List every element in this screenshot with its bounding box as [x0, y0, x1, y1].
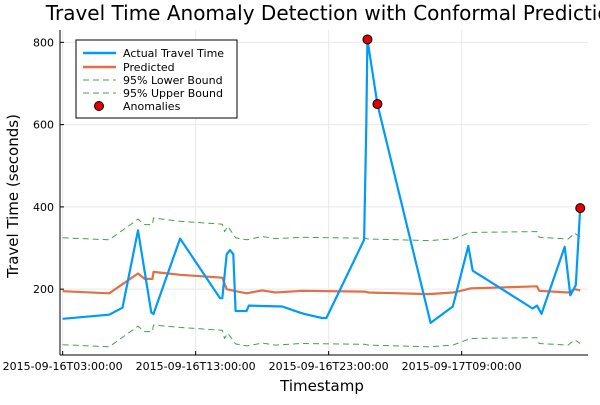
x-axis-label: Timestamp [279, 377, 364, 395]
legend-label-actual: Actual Travel Time [123, 47, 224, 60]
anomaly-point [372, 99, 383, 110]
anomaly-point [362, 34, 373, 45]
upper-bound-line [62, 217, 581, 242]
y-tick-label: 200 [33, 283, 54, 296]
y-axis-label: Travel Time (seconds) [4, 114, 22, 279]
x-tick-label: 2015-09-16T03:00:00 [3, 360, 123, 373]
legend-swatch-anomalies [94, 101, 104, 111]
x-tick-label: 2015-09-16T13:00:00 [136, 360, 256, 373]
anomaly-point [575, 203, 586, 214]
legend-label-lower: 95% Lower Bound [123, 74, 223, 87]
axis-layer: 2015-09-16T03:00:00 2015-09-16T13:00:00 20… [3, 30, 588, 373]
x-tick-label: 2015-09-17T09:00:00 [402, 360, 522, 373]
y-tick-label: 800 [33, 36, 54, 49]
y-tick-label: 400 [33, 201, 54, 214]
actual-travel-time-line [62, 38, 582, 324]
series-layer [62, 38, 582, 348]
predicted-line [62, 270, 581, 296]
chart-title: Travel Time Anomaly Detection with Confo… [45, 1, 600, 25]
anomaly-layer [362, 34, 586, 214]
x-tick-label: 2015-09-16T23:00:00 [269, 360, 389, 373]
y-tick-label: 600 [33, 119, 54, 132]
legend-label-upper: 95% Upper Bound [123, 87, 223, 100]
legend-label-anomalies: Anomalies [123, 100, 181, 113]
lower-bound-line [62, 324, 581, 348]
legend-label-predicted: Predicted [123, 61, 175, 74]
legend: Actual Travel Time Predicted 95% Lower B… [75, 39, 238, 119]
